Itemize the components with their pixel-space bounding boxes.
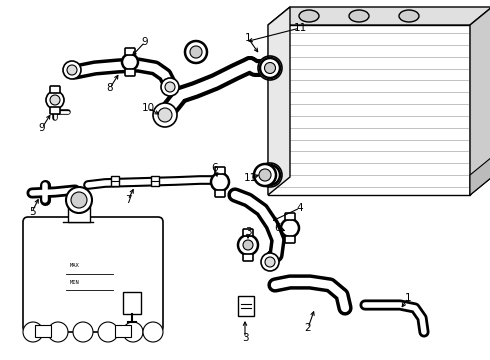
Text: 10: 10: [142, 103, 154, 113]
Circle shape: [281, 219, 299, 237]
Text: 5: 5: [29, 207, 35, 217]
Ellipse shape: [299, 10, 319, 22]
FancyBboxPatch shape: [23, 217, 163, 332]
Circle shape: [211, 173, 229, 191]
Bar: [115, 325, 131, 337]
Circle shape: [264, 169, 276, 181]
Circle shape: [238, 235, 258, 255]
Circle shape: [143, 322, 163, 342]
Text: MIN: MIN: [70, 280, 80, 285]
Ellipse shape: [349, 10, 369, 22]
Circle shape: [50, 95, 60, 105]
Text: 6: 6: [275, 223, 281, 233]
Polygon shape: [268, 25, 470, 195]
Circle shape: [73, 322, 93, 342]
Text: 9: 9: [142, 37, 148, 47]
Text: 7: 7: [124, 195, 131, 205]
Bar: [111, 176, 119, 186]
FancyBboxPatch shape: [243, 254, 253, 261]
FancyBboxPatch shape: [50, 107, 60, 114]
Circle shape: [258, 56, 282, 80]
Circle shape: [98, 322, 118, 342]
Polygon shape: [470, 7, 490, 195]
Bar: [123, 292, 141, 314]
FancyBboxPatch shape: [285, 236, 295, 243]
Text: 3: 3: [245, 227, 251, 237]
Circle shape: [254, 164, 276, 186]
Circle shape: [47, 92, 63, 108]
Circle shape: [265, 257, 275, 267]
Text: 2: 2: [305, 323, 311, 333]
Polygon shape: [268, 7, 490, 25]
Text: MAX: MAX: [70, 263, 80, 268]
Circle shape: [158, 108, 172, 122]
Polygon shape: [470, 157, 490, 195]
Circle shape: [153, 103, 177, 127]
FancyBboxPatch shape: [215, 167, 225, 174]
Circle shape: [243, 240, 253, 250]
Text: 3: 3: [242, 333, 248, 343]
Bar: [35, 325, 51, 337]
Circle shape: [63, 61, 81, 79]
Circle shape: [67, 65, 77, 75]
Circle shape: [46, 91, 64, 109]
Text: 1: 1: [405, 293, 411, 303]
Text: 6: 6: [212, 163, 219, 173]
FancyBboxPatch shape: [125, 69, 135, 76]
FancyBboxPatch shape: [125, 48, 135, 55]
Circle shape: [259, 169, 271, 181]
Text: 11: 11: [244, 173, 257, 183]
Circle shape: [261, 253, 279, 271]
Text: 8: 8: [107, 83, 113, 93]
FancyBboxPatch shape: [285, 213, 295, 220]
Ellipse shape: [399, 10, 419, 22]
Circle shape: [71, 192, 87, 208]
Circle shape: [260, 165, 280, 185]
Circle shape: [66, 187, 92, 213]
Text: 11: 11: [294, 23, 307, 33]
Circle shape: [265, 63, 275, 73]
FancyBboxPatch shape: [50, 86, 60, 93]
Circle shape: [48, 322, 68, 342]
Circle shape: [260, 58, 280, 78]
Circle shape: [185, 41, 207, 63]
Bar: [151, 176, 159, 186]
Circle shape: [23, 322, 43, 342]
Text: 1: 1: [245, 33, 251, 43]
Circle shape: [161, 78, 179, 96]
Text: 4: 4: [296, 203, 303, 213]
Circle shape: [264, 62, 276, 74]
Circle shape: [265, 170, 275, 180]
Bar: [68, 200, 90, 222]
Polygon shape: [268, 7, 290, 195]
Circle shape: [258, 163, 282, 187]
Circle shape: [123, 322, 143, 342]
FancyBboxPatch shape: [243, 229, 253, 236]
Circle shape: [190, 46, 202, 58]
Text: 9: 9: [39, 123, 45, 133]
Bar: [238, 296, 254, 316]
Circle shape: [122, 54, 138, 70]
FancyBboxPatch shape: [215, 190, 225, 197]
Circle shape: [165, 82, 175, 92]
